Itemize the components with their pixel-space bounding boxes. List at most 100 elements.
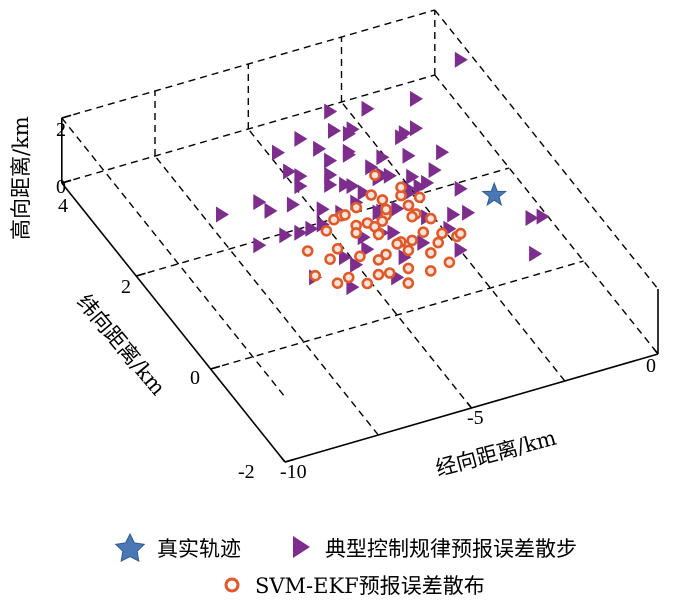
triangle-point xyxy=(387,224,401,241)
circle-point xyxy=(328,213,340,226)
circle-point xyxy=(402,262,415,275)
circle-point xyxy=(324,253,336,266)
circle-point xyxy=(406,210,418,223)
z-tick-label: 0 xyxy=(56,176,66,198)
circle-point xyxy=(320,225,333,237)
triangle-point xyxy=(376,149,390,166)
legend-label-true-trajectory: 真实轨迹 xyxy=(157,537,241,561)
floor-grid-line xyxy=(340,101,566,382)
triangle-point xyxy=(305,220,319,237)
x-tick-label: 0 xyxy=(646,355,656,377)
triangle-point xyxy=(402,147,416,164)
circle-point xyxy=(383,267,396,279)
triangle-point xyxy=(383,167,397,184)
x-tick-label: -5 xyxy=(467,407,484,429)
wall-grid-line xyxy=(61,9,435,119)
legend: 真实轨迹 典型控制规律预报误差散步 SVM-EKF预报误差散布 xyxy=(114,532,577,598)
triangle-point xyxy=(294,130,308,147)
triangle-point xyxy=(324,103,338,120)
circle-point xyxy=(413,191,426,204)
y-tick-mark xyxy=(135,272,146,277)
circle-point xyxy=(350,227,363,239)
triangle-point xyxy=(339,249,352,266)
circle-point xyxy=(354,250,366,263)
y-tick-mark xyxy=(284,458,295,463)
circle-point xyxy=(424,265,437,277)
y-tick-mark xyxy=(210,365,221,370)
y-tick-label: 4 xyxy=(58,195,68,217)
z-tick-mark xyxy=(61,114,72,119)
triangle-point xyxy=(436,144,450,161)
triangle-point xyxy=(279,227,293,244)
triangle-point xyxy=(316,201,330,218)
circle-point xyxy=(342,271,355,284)
wall-grid-line xyxy=(61,117,286,398)
wall-grid-line xyxy=(434,9,659,290)
circle-point xyxy=(309,269,322,282)
y-tick-label: 0 xyxy=(190,367,200,389)
triangle-point xyxy=(328,122,341,139)
circle-point xyxy=(402,244,415,257)
floor-grid-line xyxy=(154,155,379,436)
triangle-point xyxy=(361,100,375,117)
circle-point xyxy=(376,215,389,227)
triangle-point xyxy=(216,206,229,223)
triangle-point xyxy=(447,206,461,223)
z-axis-label: 高向距离/km xyxy=(9,116,33,240)
triangle-point xyxy=(454,51,468,68)
circle-point xyxy=(331,277,344,290)
triangle-point xyxy=(529,245,543,262)
wall-grid-line xyxy=(61,74,435,184)
circle-point xyxy=(424,212,437,225)
triangle-point xyxy=(324,166,338,183)
triangle-point xyxy=(410,120,423,137)
triangle-point xyxy=(462,204,476,221)
circle-point xyxy=(372,268,385,281)
triangle-point xyxy=(365,159,379,176)
triangle-point xyxy=(417,234,431,251)
circle-point xyxy=(301,245,314,257)
circle-point xyxy=(436,227,448,240)
floor-grid-line xyxy=(210,260,584,370)
y-tick-label: -2 xyxy=(238,461,255,483)
triangle-point xyxy=(454,180,468,197)
x-axis-label: 经向距离/km xyxy=(433,426,559,481)
triangle-point xyxy=(421,174,435,191)
y-axis-label: 纬向距离/km xyxy=(72,290,170,400)
data-points xyxy=(216,51,550,296)
triangle-point xyxy=(339,176,353,193)
triangle-point xyxy=(342,146,356,163)
legend-star-marker xyxy=(114,532,146,563)
circle-point xyxy=(443,256,456,269)
triangle-point xyxy=(286,196,300,213)
circle-point xyxy=(372,254,385,266)
triangle-point xyxy=(525,210,539,226)
triangle-point xyxy=(253,194,267,211)
circle-point xyxy=(424,247,437,259)
triangle-point xyxy=(264,202,278,219)
circle-point xyxy=(402,277,415,289)
triangle-point xyxy=(391,200,405,217)
triangle-point xyxy=(536,208,550,225)
legend-label-svm-ekf: SVM-EKF预报误差散布 xyxy=(255,574,485,598)
triangle-point xyxy=(346,121,360,138)
x-tick-mark xyxy=(652,347,659,355)
circle-point xyxy=(372,228,385,241)
triangle-point xyxy=(313,140,327,157)
triangle-point xyxy=(272,144,285,161)
triangle-point xyxy=(350,256,364,273)
circle-point xyxy=(406,234,418,247)
triangle-point xyxy=(346,178,360,194)
triangle-point xyxy=(253,237,267,254)
circle-point xyxy=(339,209,351,221)
circle-point xyxy=(361,277,374,290)
triangle-point xyxy=(294,168,308,185)
triangle-point xyxy=(357,184,371,201)
circle-point xyxy=(331,243,344,255)
axes-box xyxy=(60,114,659,463)
y-axis-line xyxy=(61,182,286,463)
circle-point xyxy=(391,238,404,250)
y-tick-label: 2 xyxy=(121,276,131,298)
circle-point xyxy=(380,248,392,261)
